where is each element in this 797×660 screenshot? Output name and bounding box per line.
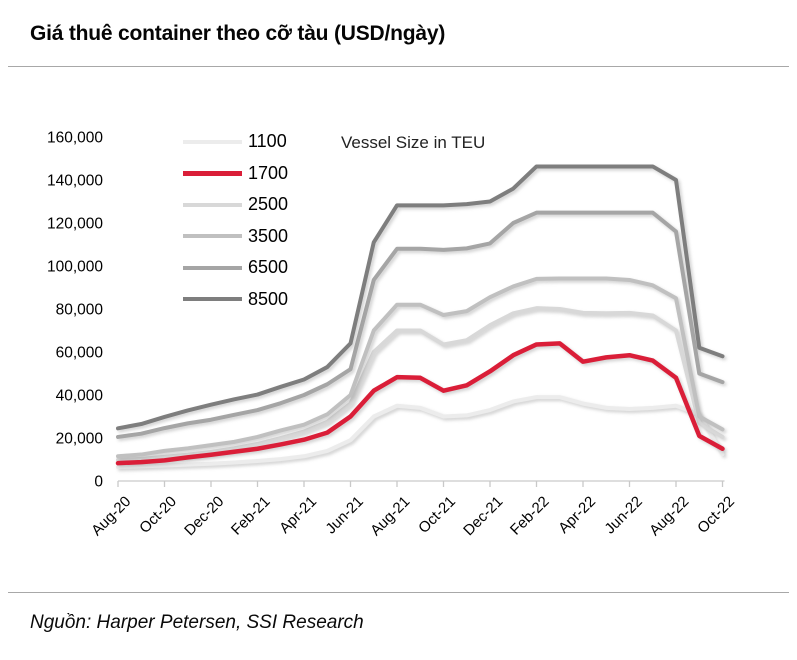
legend-item-1700: 1700 [183,158,288,190]
legend-label: 2500 [248,194,289,215]
legend-label: 8500 [248,288,289,309]
chart-legend: 1100 1700 2500 3500 6500 8500 [183,126,288,315]
y-axis-label: 40,000 [56,388,104,405]
y-axis-label: 160,000 [47,130,103,147]
y-axis-label: 80,000 [56,302,104,319]
series-line-1700 [115,341,725,466]
title-divider [8,66,789,67]
legend-swatch-3500 [183,234,242,239]
y-axis-label: 140,000 [47,173,103,190]
legend-swatch-1100 [183,139,242,144]
legend-swatch-1700 [183,170,242,176]
legend-swatch-8500 [183,297,242,302]
legend-label: 1700 [248,162,289,183]
y-axis-label: 20,000 [56,431,104,448]
legend-label: 1100 [248,131,287,152]
page-title: Giá thuê container theo cỡ tàu (USD/ngày… [30,22,446,45]
legend-label: 6500 [248,257,289,278]
series-line-2500 [116,306,725,462]
legend-item-8500: 8500 [183,284,288,316]
series-line-3500 [116,276,725,459]
y-axis-label: 120,000 [47,216,103,233]
legend-swatch-2500 [183,202,242,207]
y-axis-label: 60,000 [56,345,104,362]
legend-label: 3500 [248,225,289,246]
series-line-6500 [116,210,725,439]
legend-swatch-6500 [183,265,242,270]
series-line-1100 [116,395,725,470]
footer-divider [8,592,789,593]
source-note: Nguồn: Harper Petersen, SSI Research [30,612,364,633]
legend-item-2500: 2500 [183,189,288,221]
y-axis-label: 100,000 [47,259,103,276]
legend-item-6500: 6500 [183,252,288,284]
series-line-8500 [116,164,725,431]
y-axis-label: 0 [94,474,103,491]
legend-item-3500: 3500 [183,221,288,253]
legend-title: Vessel Size in TEU [341,133,486,152]
legend-item-1100: 1100 [183,126,288,158]
